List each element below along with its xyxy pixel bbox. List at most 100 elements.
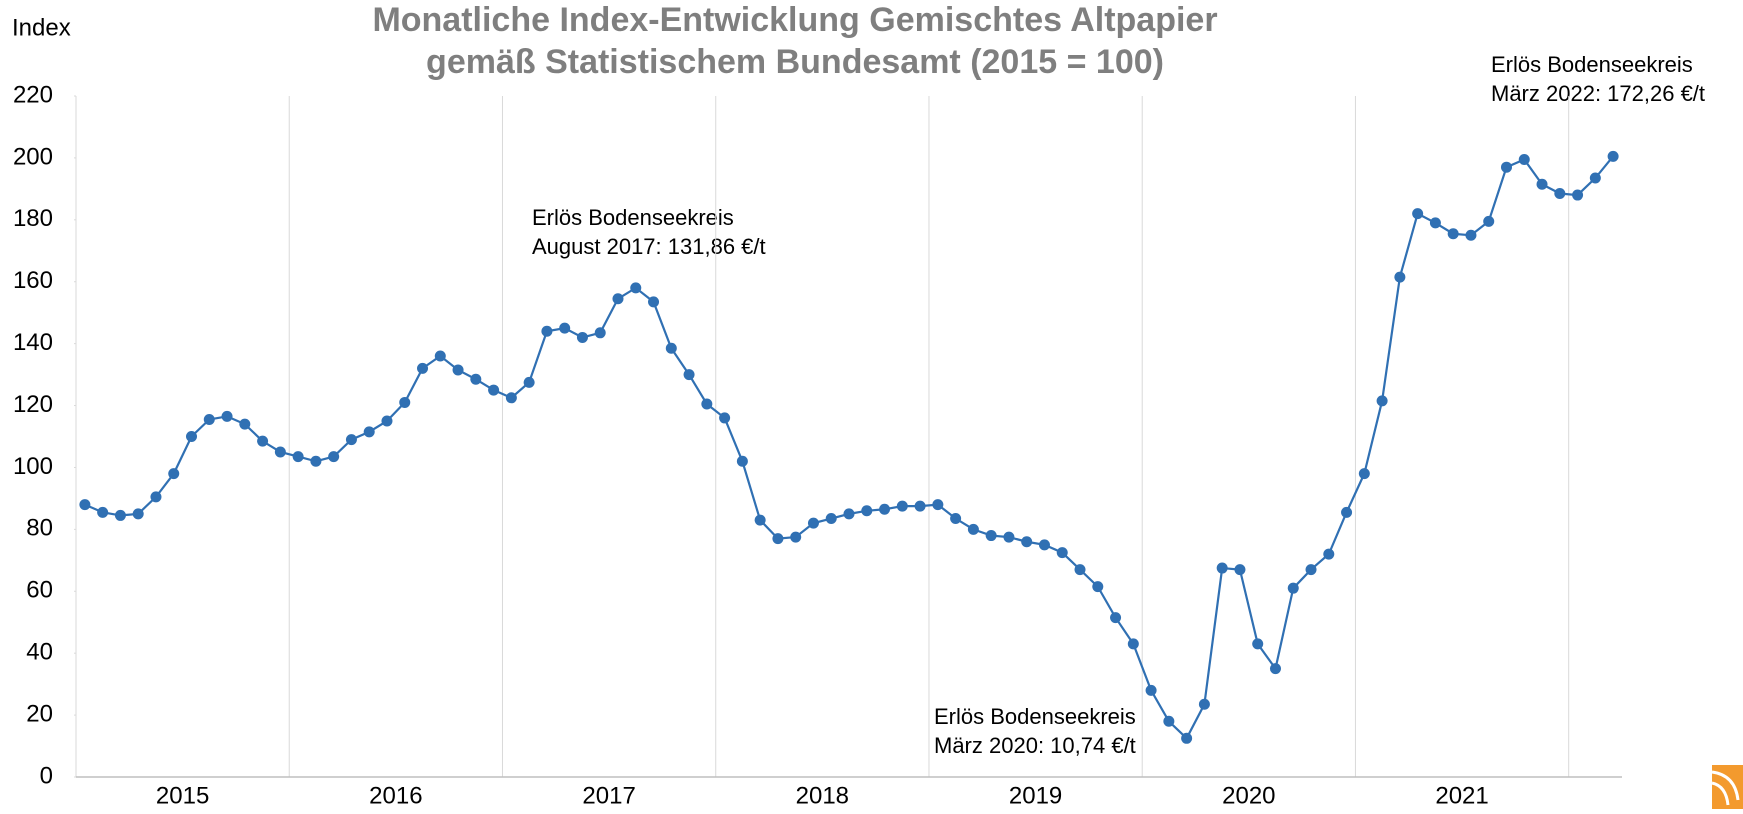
data-point [932, 499, 944, 511]
data-point [150, 491, 162, 503]
data-point [559, 322, 571, 334]
x-tick-label: 2021 [1435, 782, 1488, 809]
y-tick-label: 200 [13, 143, 53, 170]
data-point [345, 434, 357, 446]
data-point [576, 331, 588, 343]
data-point [274, 446, 286, 458]
chart-title: Monatliche Index-Entwicklung Gemischtes … [372, 1, 1217, 39]
data-point [1181, 732, 1193, 744]
annotation: Erlös Bodenseekreis [1491, 52, 1693, 77]
data-point [985, 530, 997, 542]
data-point [879, 503, 891, 515]
data-point [363, 426, 375, 438]
data-point [1287, 582, 1299, 594]
annotation: März 2020: 10,74 €/t [934, 733, 1136, 758]
x-tick-label: 2020 [1222, 782, 1275, 809]
data-point [1269, 663, 1281, 675]
data-point [719, 412, 731, 424]
data-point [1358, 468, 1370, 480]
y-tick-label: 20 [26, 700, 53, 727]
data-point [1216, 562, 1228, 574]
chart-title: gemäß Statistischem Bundesamt (2015 = 10… [426, 43, 1164, 81]
data-point [967, 523, 979, 535]
data-point [132, 508, 144, 520]
data-point [310, 455, 322, 467]
data-point [1589, 172, 1601, 184]
y-tick-label: 180 [13, 205, 53, 232]
data-point [1038, 539, 1050, 551]
data-point [1554, 188, 1566, 200]
data-point [1536, 178, 1548, 190]
data-point [97, 506, 109, 518]
y-tick-label: 220 [13, 81, 53, 108]
data-point [1056, 547, 1068, 559]
data-point [896, 500, 908, 512]
data-point [1305, 564, 1317, 576]
data-point [488, 384, 500, 396]
data-point [612, 293, 624, 305]
data-point [328, 451, 340, 463]
logo [1711, 765, 1743, 809]
data-point [1607, 150, 1619, 162]
x-tick-label: 2017 [582, 782, 635, 809]
data-point [648, 296, 660, 308]
y-tick-label: 40 [26, 639, 53, 666]
data-point [79, 499, 91, 511]
data-point [1323, 548, 1335, 560]
annotation: März 2022: 172,26 €/t [1491, 81, 1705, 106]
data-point [399, 396, 411, 408]
data-point [114, 509, 126, 521]
data-point [505, 392, 517, 404]
data-point [239, 418, 251, 430]
y-tick-label: 160 [13, 267, 53, 294]
data-point [417, 362, 429, 374]
data-point [1163, 715, 1175, 727]
data-point [1447, 228, 1459, 240]
y-tick-label: 140 [13, 329, 53, 356]
data-point [683, 369, 695, 381]
data-point [1003, 531, 1015, 543]
data-point [1234, 564, 1246, 576]
data-point [203, 413, 215, 425]
data-point [1412, 208, 1424, 220]
y-axis-label: Index [12, 14, 71, 41]
data-point [630, 282, 642, 294]
data-point [1092, 581, 1104, 593]
annotation: August 2017: 131,86 €/t [532, 234, 766, 259]
data-point [1198, 698, 1210, 710]
data-point [470, 373, 482, 385]
x-tick-label: 2019 [1009, 782, 1062, 809]
y-tick-label: 60 [26, 577, 53, 604]
data-point [665, 342, 677, 354]
x-tick-label: 2016 [369, 782, 422, 809]
data-point [381, 415, 393, 427]
x-tick-label: 2015 [156, 782, 209, 809]
data-point [594, 327, 606, 339]
data-point [1145, 684, 1157, 696]
data-point [950, 513, 962, 525]
data-point [1376, 395, 1388, 407]
data-point [1127, 638, 1139, 650]
data-point [1394, 271, 1406, 283]
data-point [1483, 215, 1495, 227]
data-point [186, 431, 198, 442]
data-point [1074, 564, 1086, 576]
data-point [1518, 153, 1530, 165]
data-point [701, 398, 713, 410]
annotation: Erlös Bodenseekreis [532, 205, 734, 230]
data-point [807, 517, 819, 529]
data-point [914, 500, 926, 512]
data-point [1252, 638, 1264, 650]
data-point [736, 455, 748, 467]
y-tick-label: 0 [40, 762, 53, 789]
data-point [843, 508, 855, 520]
data-point [1500, 161, 1512, 173]
data-point [1429, 217, 1441, 229]
data-point [168, 468, 180, 480]
data-point [825, 513, 837, 525]
data-point [790, 531, 802, 543]
data-point [754, 514, 766, 526]
data-point [772, 533, 784, 545]
y-tick-label: 100 [13, 453, 53, 480]
